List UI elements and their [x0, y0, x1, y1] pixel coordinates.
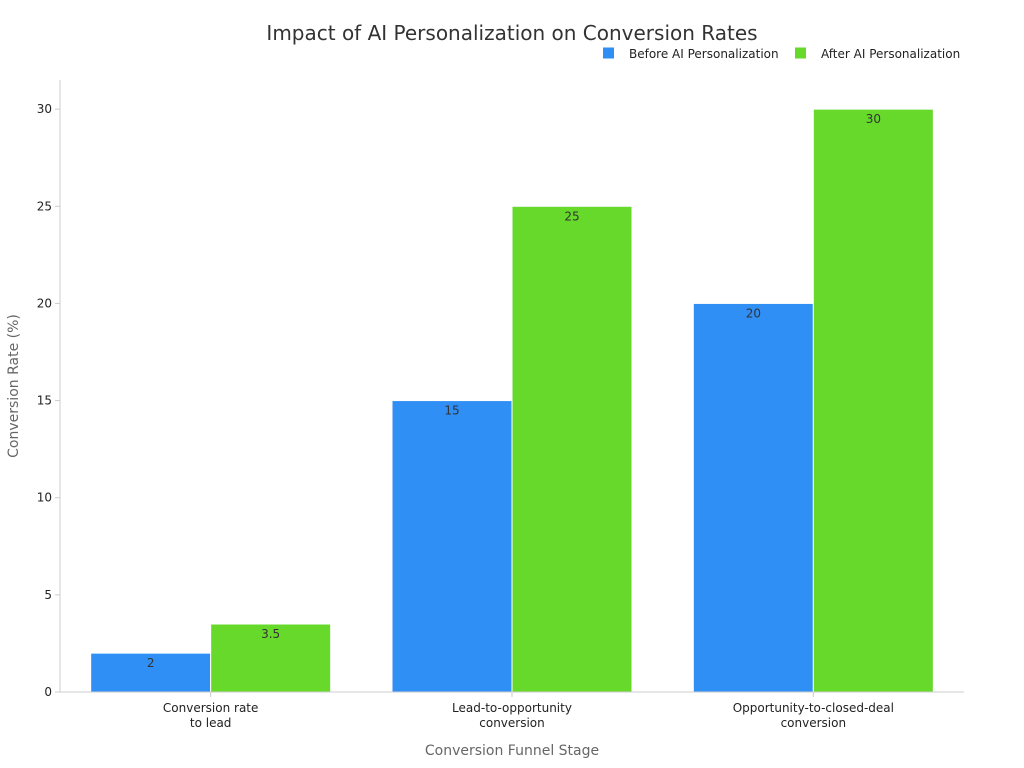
y-axis-title: Conversion Rate (%)	[6, 314, 22, 458]
bar-value-label: 15	[444, 404, 459, 418]
legend-swatch-after	[795, 47, 806, 59]
bar-after-2	[812, 108, 934, 693]
y-tick-label: 15	[37, 394, 52, 408]
x-tick-label: Lead-to-opportunity conversion	[452, 701, 572, 730]
y-tick-label: 0	[44, 685, 52, 699]
y-tick-label: 30	[37, 102, 52, 116]
bar-labels-group: 2 3.5 15 25 20 30	[147, 112, 881, 670]
bar-value-label: 25	[564, 209, 579, 223]
y-tick-label: 10	[37, 491, 52, 505]
y-tick-label: 25	[37, 199, 52, 213]
bar-before-1	[391, 400, 513, 693]
bar-before-2	[692, 302, 814, 693]
bar-after-1	[511, 205, 633, 693]
y-tick-label: 20	[37, 296, 52, 310]
bar-value-label: 3.5	[261, 627, 280, 641]
bars-group	[90, 108, 934, 693]
legend-label-before: Before AI Personalization	[629, 47, 779, 61]
bar-before-0	[90, 652, 212, 693]
bar-value-label: 30	[866, 112, 881, 126]
bar-value-label: 2	[147, 656, 155, 670]
legend: Before AI Personalization After AI Perso…	[603, 47, 960, 61]
chart-title: Impact of AI Personalization on Conversi…	[266, 21, 757, 45]
legend-swatch-before	[603, 47, 614, 59]
x-axis: Conversion rate to lead Lead-to-opportunit…	[60, 691, 964, 730]
legend-label-after: After AI Personalization	[821, 47, 960, 61]
bar-after-0	[210, 623, 332, 693]
bar-value-label: 20	[746, 306, 761, 320]
x-axis-title: Conversion Funnel Stage	[425, 743, 599, 759]
x-tick-label: Conversion rate to lead	[163, 701, 258, 730]
y-tick-label: 5	[44, 588, 52, 602]
x-tick-label: Opportunity-to-closed-deal conversion	[733, 701, 894, 730]
y-axis: 0 5 10 15 20 25 30	[37, 80, 61, 699]
